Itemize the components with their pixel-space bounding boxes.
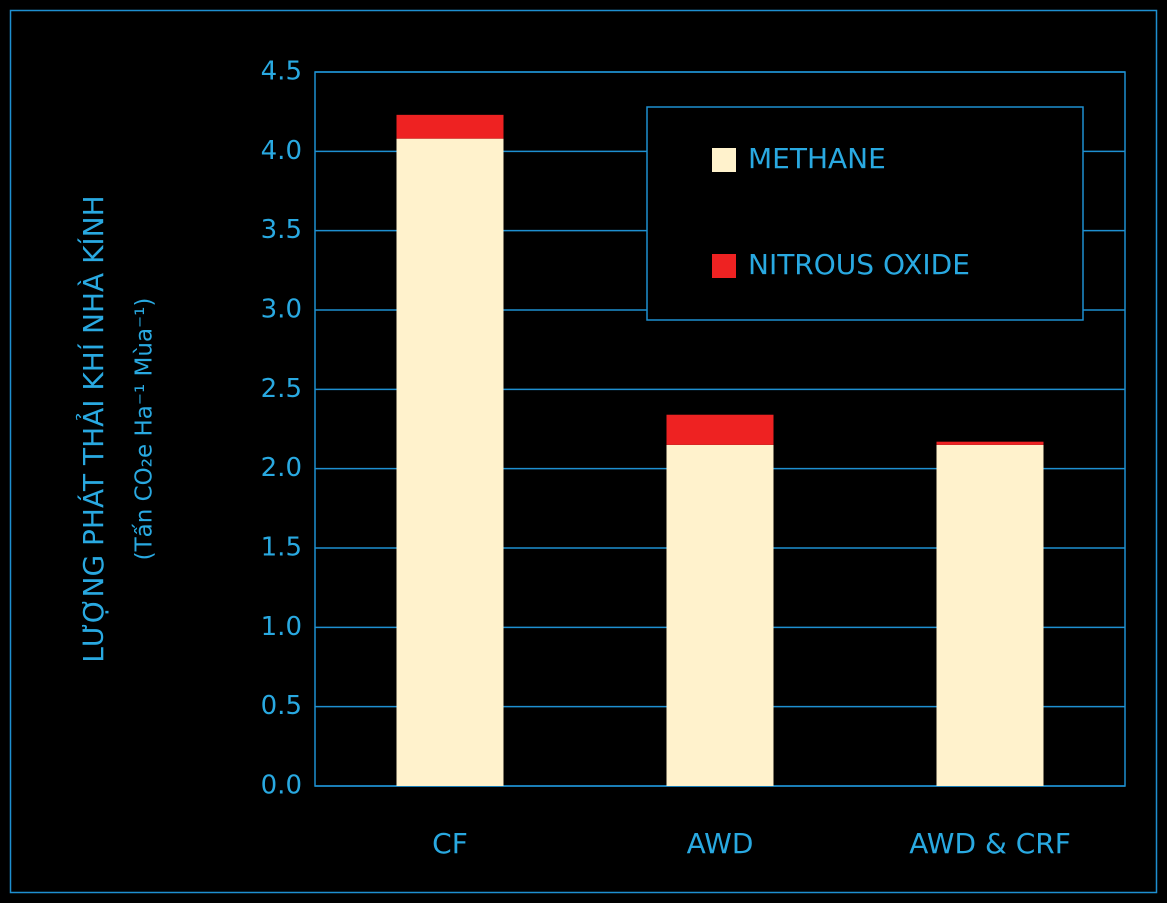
y-tick-label: 4.5 [261, 57, 302, 87]
legend-swatch [712, 254, 736, 278]
x-tick-label: AWD & CRF [909, 827, 1071, 860]
y-tick-label: 3.5 [261, 215, 302, 245]
y-tick-label: 0.5 [261, 691, 302, 721]
y-tick-label: 0.0 [261, 771, 302, 801]
bar-segment [936, 444, 1044, 786]
y-tick-label: 2.0 [261, 453, 302, 483]
y-tick-label: 3.0 [261, 295, 302, 325]
y-tick-label: 1.0 [261, 612, 302, 642]
legend-label: NITROUS OXIDE [748, 248, 970, 281]
y-tick-label: 1.5 [261, 533, 302, 563]
frame [9, 9, 1158, 894]
y-tick-label: 2.5 [261, 374, 302, 404]
bar-segment [936, 441, 1044, 445]
legend-swatch [712, 148, 736, 172]
legend-label: METHANE [748, 142, 886, 175]
legend-box [646, 106, 1084, 321]
bar-segment [666, 414, 774, 445]
bar-segment [396, 114, 504, 139]
bar-segment [666, 444, 774, 786]
x-tick-label: AWD [687, 827, 754, 860]
y-tick-label: 4.0 [261, 136, 302, 166]
x-tick-label: CF [432, 827, 468, 860]
y-axis-unit: (Tấn CO₂e Ha⁻¹ Mùa⁻¹) [132, 298, 158, 561]
bar-segment [396, 138, 504, 786]
y-axis-label: LƯỢNG PHÁT THẢI KHÍ NHÀ KÍNH [75, 195, 110, 662]
